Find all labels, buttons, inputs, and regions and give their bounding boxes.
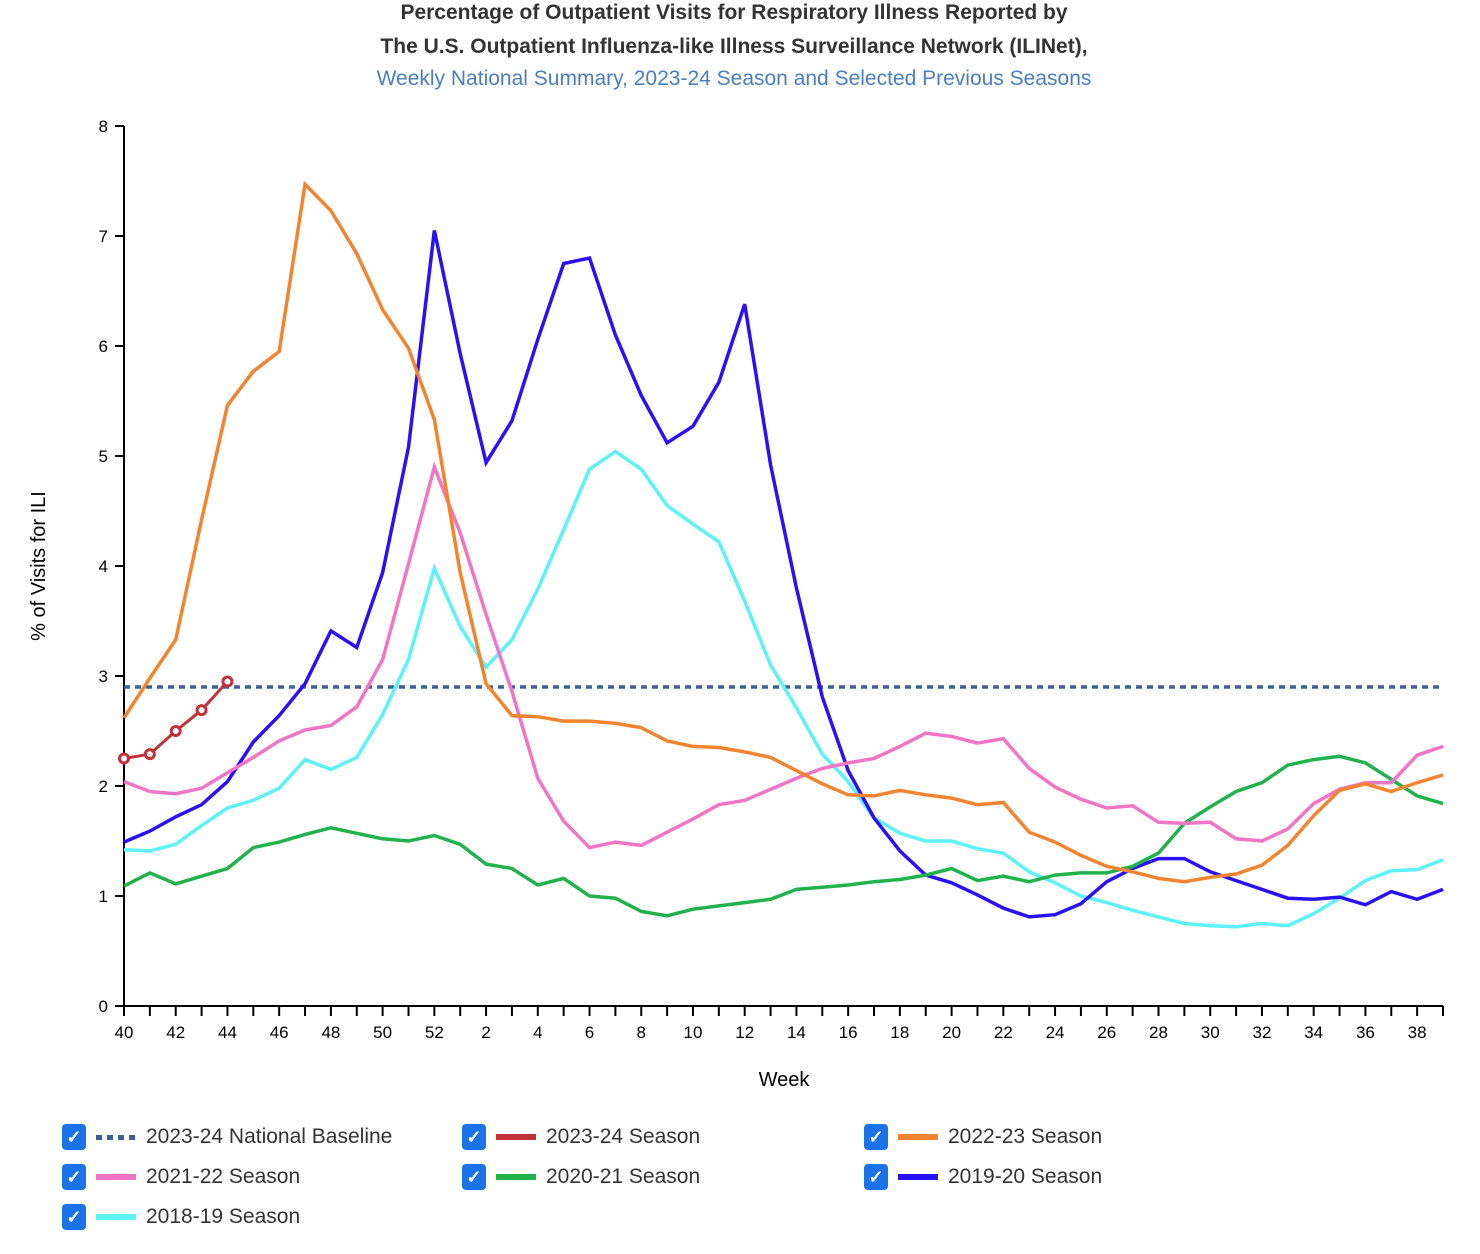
checkbox-checked-icon[interactable]: ✓ bbox=[62, 1204, 86, 1230]
x-tick-label: 18 bbox=[890, 1023, 909, 1042]
checkbox-checked-icon[interactable]: ✓ bbox=[864, 1124, 888, 1150]
x-tick-label: 48 bbox=[321, 1023, 340, 1042]
x-tick-label: 20 bbox=[942, 1023, 961, 1042]
legend-item-2023-24-national-baseline[interactable]: ✓ 2023-24 National Baseline bbox=[62, 1122, 392, 1152]
series-2019-20-season bbox=[123, 230, 1444, 919]
series-2018-19-season bbox=[123, 449, 1444, 929]
series-line-2020-21-season bbox=[123, 754, 1444, 918]
series-line-2022-23-season bbox=[122, 180, 1444, 884]
legend-swatch bbox=[898, 1134, 938, 1140]
x-tick-label: 32 bbox=[1252, 1023, 1271, 1042]
legend-item-2018-19-season[interactable]: ✓ 2018-19 Season bbox=[62, 1202, 300, 1232]
x-tick-label: 2 bbox=[481, 1023, 490, 1042]
x-tick-label: 34 bbox=[1304, 1023, 1323, 1042]
data-point-2023-24-season[interactable] bbox=[143, 748, 156, 761]
y-tick-label: 1 bbox=[99, 887, 108, 906]
data-point-2023-24-season[interactable] bbox=[118, 752, 130, 765]
y-tick-label: 3 bbox=[99, 667, 108, 686]
data-point-2023-24-season[interactable] bbox=[169, 725, 182, 737]
series-line-2019-20-season bbox=[123, 230, 1444, 919]
legend-swatch bbox=[496, 1174, 536, 1180]
x-tick-label: 28 bbox=[1149, 1023, 1168, 1042]
legend-item-2022-23-season[interactable]: ✓ 2022-23 Season bbox=[864, 1122, 1102, 1152]
x-tick-label: 50 bbox=[373, 1023, 392, 1042]
x-tick-label: 12 bbox=[735, 1023, 754, 1042]
legend-label: 2019-20 Season bbox=[948, 1165, 1103, 1188]
legend-label: 2023-24 National Baseline bbox=[146, 1125, 393, 1148]
legend-item-2019-20-season[interactable]: ✓ 2019-20 Season bbox=[864, 1162, 1102, 1192]
series-line-2018-19-season bbox=[123, 449, 1444, 929]
y-tick-label: 4 bbox=[99, 557, 108, 576]
x-tick-label: 6 bbox=[585, 1023, 594, 1042]
y-tick-label: 2 bbox=[99, 777, 108, 796]
chart-title-line2: The U.S. Outpatient Influenza-like Illne… bbox=[380, 35, 1088, 58]
checkbox-checked-icon[interactable]: ✓ bbox=[462, 1124, 486, 1150]
x-tick-label: 42 bbox=[166, 1023, 185, 1042]
legend-item-2021-22-season[interactable]: ✓ 2021-22 Season bbox=[62, 1162, 300, 1192]
legend-label: 2020-21 Season bbox=[546, 1165, 701, 1188]
legend-label: 2022-23 Season bbox=[948, 1125, 1103, 1148]
x-tick-label: 52 bbox=[425, 1023, 444, 1042]
y-tick-label: 8 bbox=[99, 117, 108, 136]
checkbox-checked-icon[interactable]: ✓ bbox=[864, 1164, 888, 1190]
x-tick-label: 24 bbox=[1046, 1023, 1065, 1042]
x-tick-label: 4 bbox=[533, 1023, 542, 1042]
x-tick-label: 8 bbox=[637, 1023, 646, 1042]
checkbox-checked-icon[interactable]: ✓ bbox=[62, 1164, 86, 1190]
x-tick-label: 14 bbox=[787, 1023, 806, 1042]
legend-swatch bbox=[496, 1134, 536, 1140]
data-point-2023-24-season[interactable] bbox=[221, 675, 234, 688]
x-tick-label: 30 bbox=[1201, 1023, 1220, 1042]
chart-title-line1: Percentage of Outpatient Visits for Resp… bbox=[400, 1, 1068, 24]
x-tick-label: 38 bbox=[1408, 1023, 1427, 1042]
x-tick-label: 44 bbox=[218, 1023, 237, 1042]
x-axis-title: Week bbox=[759, 1069, 811, 1091]
x-tick-label: 36 bbox=[1356, 1023, 1375, 1042]
y-tick-label: 0 bbox=[99, 997, 108, 1016]
series-2022-23-season bbox=[122, 180, 1444, 884]
x-tick-label: 46 bbox=[270, 1023, 289, 1042]
chart-subtitle: Weekly National Summary, 2023-24 Season … bbox=[376, 67, 1092, 90]
x-tick-label: 26 bbox=[1097, 1023, 1116, 1042]
y-tick-label: 7 bbox=[99, 227, 108, 246]
series-2020-21-season bbox=[123, 754, 1444, 918]
legend-label: 2023-24 Season bbox=[546, 1125, 701, 1148]
legend-item-2020-21-season[interactable]: ✓ 2020-21 Season bbox=[462, 1162, 700, 1192]
legend-swatch bbox=[96, 1174, 136, 1180]
checkbox-checked-icon[interactable]: ✓ bbox=[462, 1164, 486, 1190]
y-axis-title: % of Visits for ILI bbox=[28, 491, 50, 641]
x-tick-label: 22 bbox=[994, 1023, 1013, 1042]
legend-swatch bbox=[96, 1214, 136, 1220]
data-point-2023-24-season[interactable] bbox=[195, 704, 208, 717]
legend-item-2023-24-season[interactable]: ✓ 2023-24 Season bbox=[462, 1122, 700, 1152]
legend-swatch bbox=[96, 1134, 136, 1140]
legend-label: 2018-19 Season bbox=[146, 1205, 301, 1228]
series-2021-22-season bbox=[123, 461, 1444, 850]
y-tick-label: 5 bbox=[99, 447, 108, 466]
legend-label: 2021-22 Season bbox=[146, 1165, 301, 1188]
x-tick-label: 10 bbox=[684, 1023, 703, 1042]
legend-swatch bbox=[898, 1174, 938, 1180]
checkbox-checked-icon[interactable]: ✓ bbox=[62, 1124, 86, 1150]
y-tick-label: 6 bbox=[99, 337, 108, 356]
x-tick-label: 40 bbox=[115, 1023, 134, 1042]
x-tick-label: 16 bbox=[839, 1023, 858, 1042]
series-2023-24-season bbox=[118, 675, 234, 765]
series-line-2021-22-season bbox=[123, 461, 1444, 850]
